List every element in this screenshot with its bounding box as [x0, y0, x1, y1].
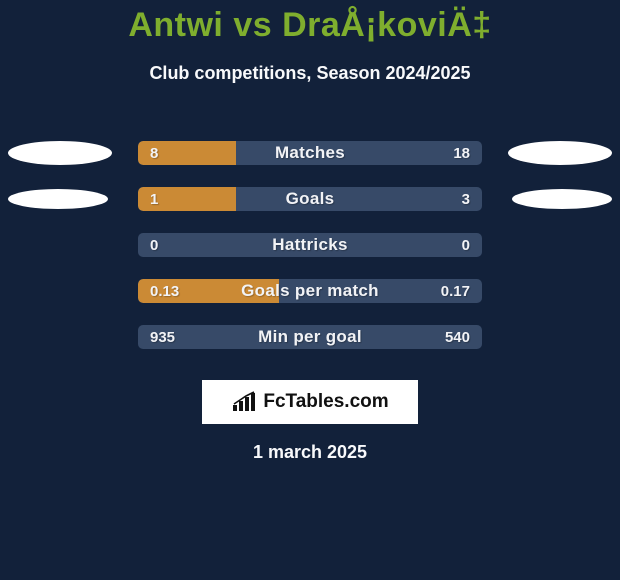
- site-logo-box: FcTables.com: [202, 380, 418, 424]
- site-logo-text: FcTables.com: [263, 391, 388, 413]
- stat-label: Hattricks: [138, 233, 482, 257]
- stat-bar: 00Hattricks: [138, 233, 482, 257]
- comparison-infographic: Antwi vs DraÅ¡koviÄ‡ Club competitions, …: [0, 0, 620, 580]
- stat-bar: 818Matches: [138, 141, 482, 165]
- stat-bar: 935540Min per goal: [138, 325, 482, 349]
- stat-row: 0.130.17Goals per match: [0, 268, 620, 314]
- stats-container: 818Matches 13Goals 00Hattricks 0.130.17Goal…: [0, 130, 620, 360]
- site-logo: FcTables.com: [231, 391, 388, 413]
- left-gap: [0, 141, 138, 165]
- stat-label: Goals per match: [138, 279, 482, 303]
- player2-ellipse-icon: [512, 189, 612, 209]
- vs-label: vs: [233, 6, 272, 44]
- stat-row: 818Matches: [0, 130, 620, 176]
- right-gap: [482, 189, 620, 209]
- bar-chart-icon: [231, 391, 257, 413]
- player2-name: DraÅ¡koviÄ‡: [282, 6, 492, 44]
- page-title: Antwi vs DraÅ¡koviÄ‡: [0, 0, 620, 45]
- date-label: 1 march 2025: [0, 442, 620, 463]
- stat-bar: 0.130.17Goals per match: [138, 279, 482, 303]
- stat-label: Goals: [138, 187, 482, 211]
- stat-label: Min per goal: [138, 325, 482, 349]
- subtitle: Club competitions, Season 2024/2025: [0, 63, 620, 84]
- stat-row: 00Hattricks: [0, 222, 620, 268]
- player1-ellipse-icon: [8, 189, 108, 209]
- stat-row: 935540Min per goal: [0, 314, 620, 360]
- stat-bar: 13Goals: [138, 187, 482, 211]
- player1-name: Antwi: [128, 6, 223, 44]
- right-gap: [482, 141, 620, 165]
- stat-label: Matches: [138, 141, 482, 165]
- stat-row: 13Goals: [0, 176, 620, 222]
- player1-ellipse-icon: [8, 141, 112, 165]
- player2-ellipse-icon: [508, 141, 612, 165]
- left-gap: [0, 189, 138, 209]
